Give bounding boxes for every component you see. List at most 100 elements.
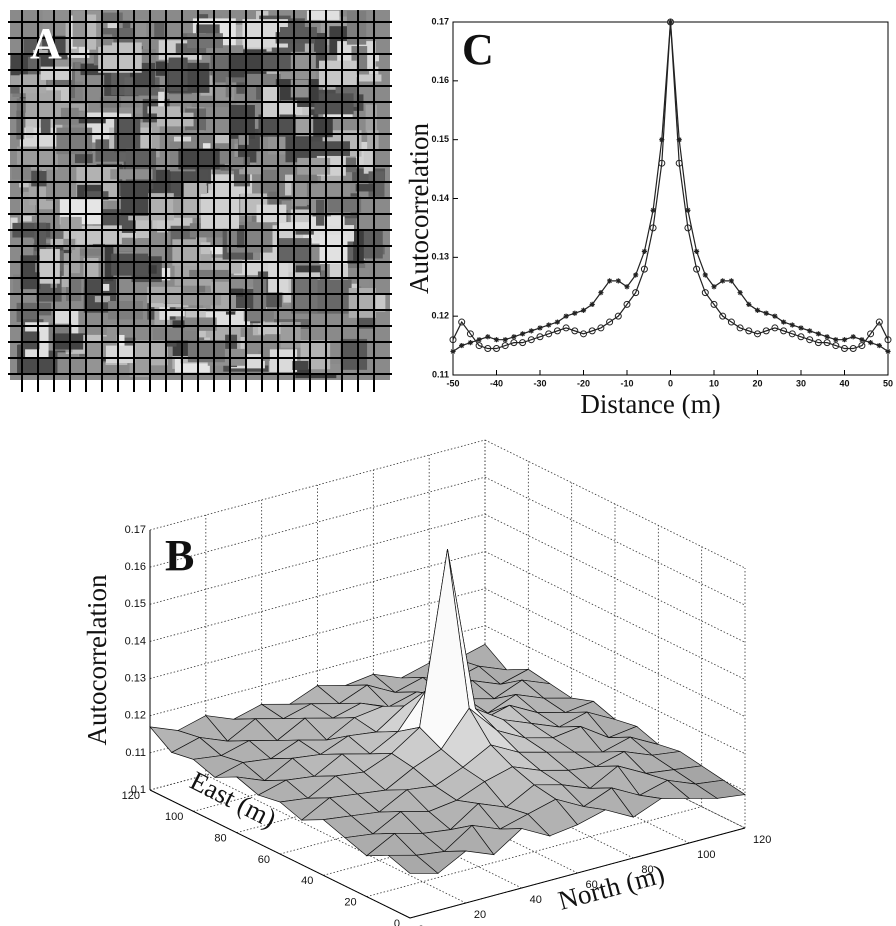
image-block (122, 20, 133, 29)
x-tick-label: -10 (620, 378, 633, 388)
image-block (198, 283, 206, 294)
marker-star (772, 313, 778, 319)
plot-frame (452, 21, 889, 376)
y-tick-label: 0.15 (431, 134, 449, 144)
image-block (73, 117, 106, 124)
panel-label: A (30, 19, 62, 68)
image-block (25, 90, 61, 118)
x-tick-label: 80 (641, 864, 653, 876)
z-tick-label: 0.13 (125, 672, 146, 684)
y-tick-label: 40 (301, 875, 313, 887)
x-tick-label: -20 (577, 378, 590, 388)
marker-star (650, 207, 656, 213)
marker-star (641, 248, 647, 255)
x-tick-label: 10 (709, 378, 719, 388)
marker-star (589, 301, 595, 307)
marker-star (502, 337, 508, 343)
marker-circle (449, 336, 457, 344)
marker-circle (693, 265, 701, 273)
image-block (258, 322, 291, 335)
image-block (262, 51, 291, 72)
image-block (292, 361, 309, 370)
image-block (19, 180, 31, 188)
image-block (60, 216, 82, 230)
marker-circle (501, 342, 509, 350)
image-block (316, 199, 325, 226)
marker-circle (640, 265, 648, 273)
marker-star (659, 137, 665, 143)
image-block (238, 135, 249, 145)
image-block (319, 234, 348, 265)
image-block (187, 33, 223, 49)
marker-star (885, 348, 891, 355)
marker-star (546, 322, 552, 328)
x-tick-label: 20 (752, 378, 762, 388)
x-tick-label: 40 (839, 378, 849, 388)
image-block (32, 229, 72, 240)
marker-star (537, 325, 543, 331)
marker-star (859, 337, 865, 343)
image-block (313, 279, 352, 314)
marker-star (459, 342, 465, 349)
y-tick-label: 20 (344, 897, 356, 909)
x-tick-label: -40 (490, 378, 503, 388)
panel-label: C (462, 25, 494, 74)
y-tick-label: 0.12 (431, 311, 449, 321)
image-block (363, 149, 373, 174)
marker-star (711, 284, 717, 290)
image-block (207, 245, 232, 255)
marker-circle (475, 342, 483, 350)
x-tick-label: 50 (883, 378, 893, 388)
marker-star (511, 334, 517, 340)
image-block (279, 27, 317, 38)
marker-circle (667, 18, 674, 26)
marker-star (624, 284, 630, 290)
image-block (102, 283, 110, 291)
image-block (291, 277, 318, 314)
image-block (98, 42, 142, 73)
marker-star (685, 207, 691, 213)
image-block (10, 75, 27, 87)
marker-circle (754, 330, 761, 338)
image-block (225, 76, 232, 98)
marker-star (633, 272, 639, 278)
marker-circle (545, 330, 553, 338)
marker-circle (745, 327, 753, 335)
marker-circle (710, 300, 718, 308)
image-block (309, 141, 350, 156)
marker-circle (806, 336, 814, 344)
image-block (262, 346, 270, 361)
image-block (195, 242, 211, 255)
y-tick-label: 0.11 (432, 369, 449, 379)
image-block (105, 345, 136, 364)
marker-star (702, 272, 708, 278)
marker-star (807, 328, 813, 334)
marker-circle (597, 324, 605, 332)
image-block (40, 66, 72, 80)
marker-star (824, 334, 830, 340)
image-block (346, 10, 367, 45)
marker-circle (658, 159, 666, 167)
marker-circle (553, 327, 561, 335)
marker-star (754, 307, 761, 313)
marker-circle (762, 327, 770, 335)
image-block (157, 208, 169, 233)
x-tick-label: 60 (586, 879, 598, 891)
y-tick-label: 0 (394, 918, 400, 926)
marker-star (563, 313, 569, 319)
image-block (213, 133, 230, 144)
marker-circle (736, 324, 744, 332)
marker-circle (606, 318, 614, 326)
image-block (117, 107, 142, 114)
image-block (25, 126, 34, 139)
z-tick-label: 0.1 (131, 784, 146, 796)
image-block (239, 164, 263, 175)
image-block (152, 327, 199, 341)
image-block (34, 222, 47, 252)
image-block (314, 32, 326, 69)
marker-circle (719, 312, 727, 320)
marker-star (450, 348, 456, 355)
marker-star (868, 340, 874, 346)
